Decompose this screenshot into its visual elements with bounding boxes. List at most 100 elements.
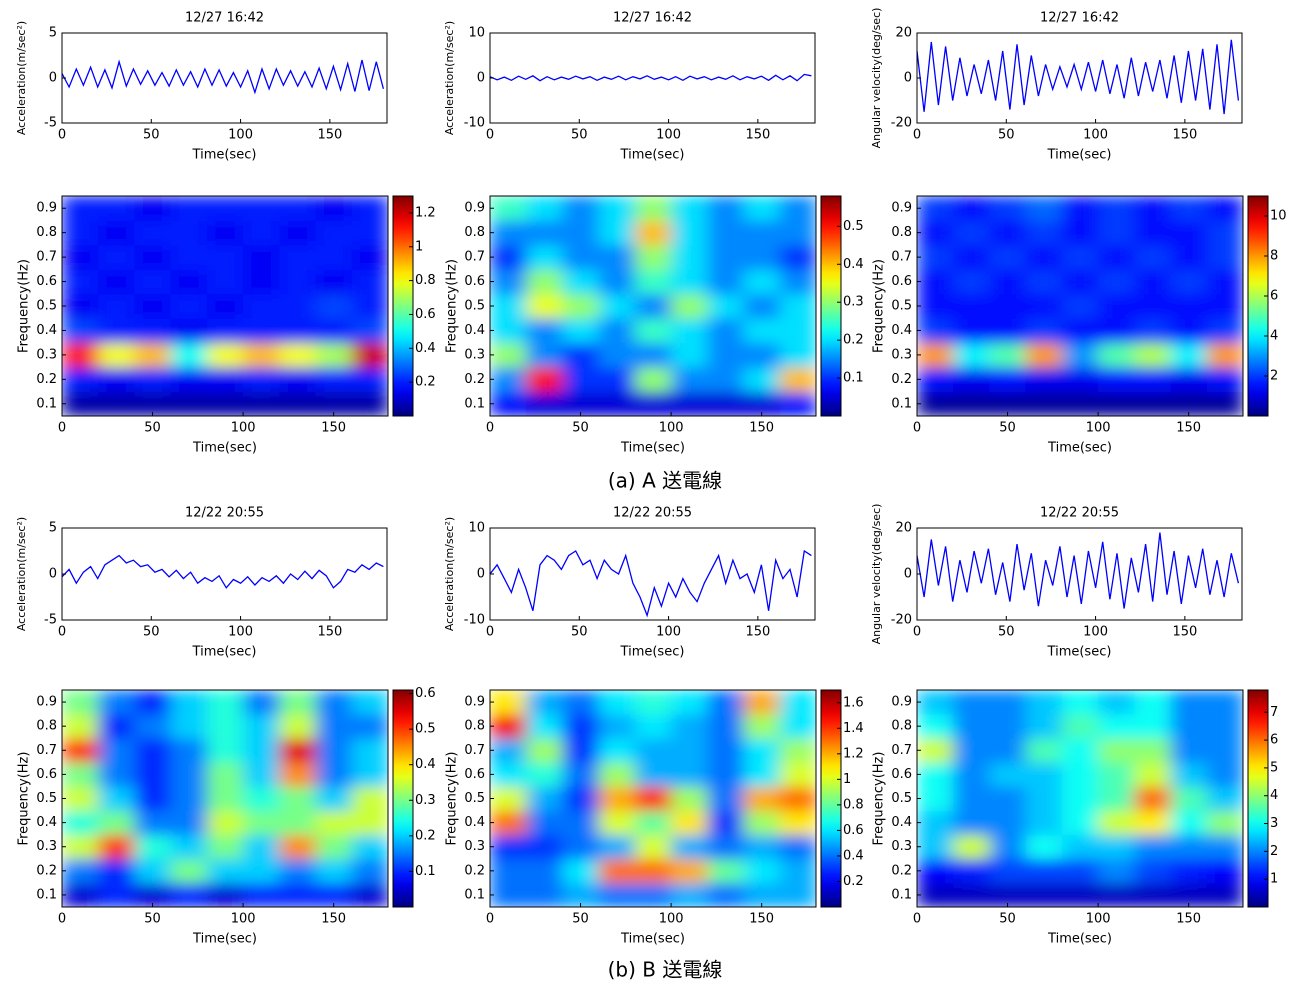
y-tick-label: 0.3 xyxy=(891,839,912,854)
y-tick-label: 0.3 xyxy=(36,347,57,362)
heat-cell xyxy=(953,318,990,344)
x-tick-label: 0 xyxy=(913,421,921,436)
heat-cell xyxy=(634,342,672,368)
signal-line xyxy=(490,73,812,82)
heat-cell xyxy=(1098,269,1135,295)
heat-cell xyxy=(206,810,244,836)
y-tick-label: 0.5 xyxy=(464,791,485,806)
heat-cell xyxy=(953,738,990,763)
heat-cell xyxy=(1206,762,1243,787)
y-axis-label: Acceleration(m/sec²) xyxy=(443,517,456,631)
heat-cell xyxy=(1170,882,1208,907)
heat-cell xyxy=(634,810,672,836)
heat-cell xyxy=(917,244,954,270)
x-tick-label: 150 xyxy=(749,421,774,436)
y-tick-label: 0 xyxy=(477,71,485,86)
heat-cell xyxy=(134,690,172,715)
heat-cell xyxy=(671,738,708,763)
heat-cell xyxy=(743,220,781,246)
heat-cell xyxy=(707,220,745,246)
heat-cell xyxy=(707,858,745,884)
heat-cell xyxy=(170,858,208,884)
heat-cell xyxy=(671,318,708,344)
heat-cell xyxy=(1206,342,1243,368)
heat-cell xyxy=(1134,786,1172,812)
x-tick-label: 100 xyxy=(659,912,684,927)
heat-cell xyxy=(170,690,208,715)
heat-cell xyxy=(707,762,745,787)
colorbar-tick-label: 0.6 xyxy=(415,686,436,701)
x-tick-label: 150 xyxy=(745,625,770,640)
heat-cell xyxy=(671,367,708,393)
heat-cell xyxy=(243,786,280,812)
x-tick-label: 0 xyxy=(486,421,494,436)
colorbar xyxy=(1247,689,1269,908)
heat-cell xyxy=(671,786,708,812)
heat-cell xyxy=(743,810,781,836)
heat-cell xyxy=(206,738,244,763)
heat-cell xyxy=(134,367,172,393)
heat-cell xyxy=(206,391,244,416)
heat-cell xyxy=(490,391,527,416)
heat-cell xyxy=(279,391,317,416)
heat-cell xyxy=(917,882,954,907)
y-tick-label: 0.8 xyxy=(36,719,57,734)
y-tick-label: 0.6 xyxy=(464,767,485,782)
heat-cell xyxy=(598,690,636,715)
heat-cell xyxy=(743,834,781,860)
heat-cell xyxy=(1170,738,1208,763)
heat-cell xyxy=(634,318,672,344)
heat-cell xyxy=(1134,244,1172,270)
heat-cell xyxy=(170,196,208,221)
chart-title: 12/27 16:42 xyxy=(185,11,264,26)
y-tick-label: 0.5 xyxy=(891,299,912,314)
heat-cell xyxy=(315,244,353,270)
heat-cell xyxy=(989,293,1027,319)
heat-cell xyxy=(1134,762,1172,787)
heat-cell xyxy=(98,342,135,368)
heat-cell xyxy=(62,690,99,715)
x-tick-label: 50 xyxy=(999,421,1016,436)
heat-cell xyxy=(953,244,990,270)
heat-cell xyxy=(206,690,244,715)
y-tick-label: 0.4 xyxy=(36,815,57,830)
heat-cell xyxy=(279,786,317,812)
y-tick-label: 0.8 xyxy=(464,225,485,240)
heat-cell xyxy=(62,762,99,787)
heat-cell xyxy=(707,738,745,763)
heat-cell xyxy=(206,318,244,344)
y-tick-label: 0 xyxy=(49,567,57,582)
y-tick-label: 0.8 xyxy=(464,719,485,734)
heat-cell xyxy=(315,714,353,739)
colorbar-tick-label: 1 xyxy=(1270,872,1278,887)
x-tick-label: 150 xyxy=(1172,625,1197,640)
heat-cell xyxy=(1170,342,1208,368)
x-tick-label: 0 xyxy=(486,912,494,927)
heat-cell xyxy=(989,738,1027,763)
heat-cell xyxy=(490,318,527,344)
x-axis-label: Time(sec) xyxy=(1047,148,1112,163)
heat-cell xyxy=(1098,220,1135,246)
y-tick-label: 0.9 xyxy=(891,201,912,216)
heat-cell xyxy=(315,762,353,787)
colorbar-tick-label: 8 xyxy=(1270,249,1278,264)
y-tick-label: 0.1 xyxy=(36,396,57,411)
axes-box xyxy=(61,32,388,124)
heat-cell xyxy=(671,858,708,884)
heat-cell xyxy=(671,391,708,416)
colorbar-tick-label: 0.2 xyxy=(843,333,864,348)
x-tick-label: 100 xyxy=(1086,912,1111,927)
heat-cell xyxy=(206,786,244,812)
heat-cell xyxy=(562,834,600,860)
heat-cell xyxy=(1206,367,1243,393)
heat-cell xyxy=(170,738,208,763)
heat-cell xyxy=(62,834,99,860)
heat-cell xyxy=(170,882,208,907)
heat-cell xyxy=(134,858,172,884)
heat-cell xyxy=(1206,318,1243,344)
heat-cell xyxy=(779,342,816,368)
heat-cell xyxy=(170,244,208,270)
heat-cell xyxy=(562,762,600,787)
panel: 12/22 20:550 50 100 150-10010Time(sec)Accel… xyxy=(443,506,816,660)
